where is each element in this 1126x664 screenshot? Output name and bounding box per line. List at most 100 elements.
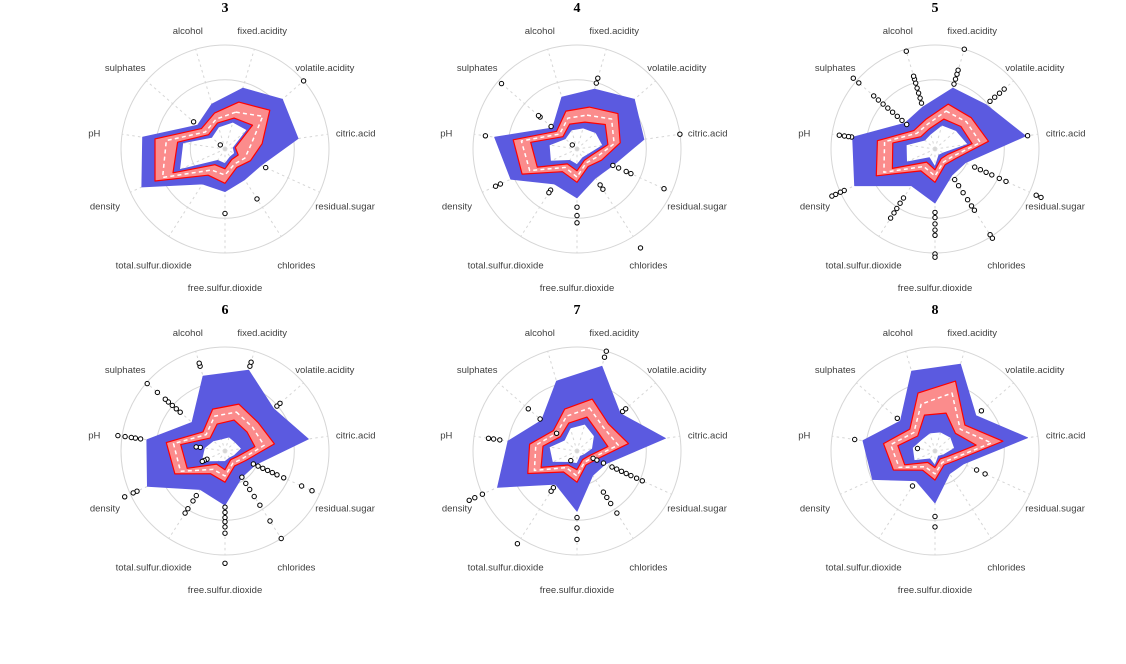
axis-label: alcohol bbox=[173, 328, 203, 339]
axis-label: alcohol bbox=[883, 328, 913, 339]
outlier-point bbox=[603, 348, 609, 354]
axis-label: pH bbox=[798, 431, 810, 442]
axis-label: fixed.acidity bbox=[947, 26, 997, 37]
axis-label: pH bbox=[88, 431, 100, 442]
outlier-point bbox=[222, 524, 228, 530]
iqr-band bbox=[165, 403, 275, 483]
outlier-point bbox=[243, 480, 249, 487]
axis-label: volatile.acidity bbox=[647, 365, 706, 376]
outlier-point bbox=[535, 112, 542, 119]
axis-label: sulphates bbox=[105, 63, 146, 74]
axis-label: fixed.acidity bbox=[237, 328, 287, 339]
axis-label: citric.acid bbox=[688, 431, 728, 442]
outlier-point bbox=[918, 100, 925, 106]
axis-label: density bbox=[800, 503, 830, 514]
outlier-point bbox=[298, 483, 305, 489]
outlier-point bbox=[597, 182, 603, 188]
outlier-point bbox=[137, 436, 144, 442]
axis-label: total.sulfur.dioxide bbox=[116, 563, 192, 574]
radar-panel-3: fixed.acidity volatile.acidity citric.acid… bbox=[88, 1, 375, 294]
outlier-point bbox=[633, 475, 640, 481]
outlier-point bbox=[955, 183, 962, 189]
outlier-point bbox=[915, 90, 922, 96]
outlier-point bbox=[593, 80, 599, 86]
outlier-point bbox=[932, 254, 938, 260]
outlier-point bbox=[257, 502, 263, 508]
iqr-band bbox=[527, 398, 630, 483]
outlier-point bbox=[574, 514, 580, 521]
axis-label: citric.acid bbox=[336, 129, 376, 140]
axis-label: pH bbox=[88, 129, 100, 140]
outlier-point bbox=[968, 203, 975, 209]
outlier-point bbox=[996, 175, 1002, 182]
outlier-point bbox=[281, 475, 287, 481]
axis-label: sulphates bbox=[815, 365, 856, 376]
outlier-point bbox=[978, 408, 985, 414]
outlier-point bbox=[300, 78, 307, 84]
outlier-point bbox=[987, 98, 993, 105]
iqr-band bbox=[875, 103, 990, 183]
chart-title: 5 bbox=[932, 1, 939, 16]
axis-label: residual.sugar bbox=[315, 503, 375, 514]
axis-label: free.sulfur.dioxide bbox=[188, 283, 262, 294]
outlier-point bbox=[514, 541, 521, 547]
outlier-point bbox=[574, 212, 580, 219]
outlier-point bbox=[269, 469, 275, 476]
axis-label: sulphates bbox=[457, 63, 498, 74]
outlier-point bbox=[932, 513, 938, 520]
outlier-point bbox=[267, 518, 273, 524]
outlier-point bbox=[260, 465, 266, 471]
chart-title: 6 bbox=[222, 303, 229, 318]
axis-label: pH bbox=[440, 129, 452, 140]
axis-label: citric.acid bbox=[1046, 431, 1086, 442]
outlier-point bbox=[961, 46, 967, 52]
outlier-point bbox=[472, 495, 478, 501]
outlier-point bbox=[894, 205, 900, 212]
outlier-point bbox=[594, 457, 600, 463]
outlier-point bbox=[891, 210, 897, 216]
axis-label: volatile.acidity bbox=[1005, 365, 1064, 376]
iqr-band bbox=[154, 101, 271, 184]
axis-label: residual.sugar bbox=[667, 503, 727, 514]
outlier-point bbox=[917, 95, 923, 101]
axis-label: chlorides bbox=[987, 563, 1025, 574]
axis-label: density bbox=[800, 201, 830, 212]
outlier-point bbox=[497, 181, 504, 187]
outlier-point bbox=[623, 406, 629, 412]
outlier-point bbox=[277, 400, 283, 406]
outlier-point bbox=[914, 445, 921, 452]
outlier-point bbox=[618, 468, 625, 474]
outlier-point bbox=[909, 483, 916, 489]
outlier-point bbox=[932, 221, 938, 227]
axis-label: alcohol bbox=[173, 26, 203, 37]
outlier-point bbox=[952, 76, 959, 82]
outlier-point bbox=[914, 85, 920, 91]
outlier-point bbox=[894, 415, 900, 421]
axis-gridline bbox=[195, 49, 226, 150]
outlier-point bbox=[128, 434, 135, 441]
outlier-point bbox=[122, 433, 128, 440]
outlier-point bbox=[894, 113, 900, 120]
outlier-point bbox=[274, 472, 280, 478]
outlier-point bbox=[173, 406, 180, 412]
outlier-point bbox=[623, 470, 629, 477]
outlier-point bbox=[537, 416, 543, 422]
outlier-point bbox=[623, 168, 629, 175]
outlier-point bbox=[492, 183, 499, 189]
outlier-point bbox=[222, 210, 228, 217]
axis-label: chlorides bbox=[277, 563, 315, 574]
median-line bbox=[172, 411, 265, 477]
axis-label: alcohol bbox=[525, 26, 555, 37]
outlier-point bbox=[569, 142, 575, 148]
axis-label: fixed.acidity bbox=[237, 26, 287, 37]
whisker-band bbox=[852, 87, 1026, 204]
axis-label: residual.sugar bbox=[1025, 201, 1085, 212]
outlier-point bbox=[608, 500, 614, 507]
axis-label: free.sulfur.dioxide bbox=[898, 283, 972, 294]
outlier-point bbox=[574, 204, 580, 210]
axis-label: sulphates bbox=[815, 63, 856, 74]
outlier-point bbox=[254, 196, 260, 202]
axis-label: chlorides bbox=[629, 563, 667, 574]
axis-label: density bbox=[90, 201, 120, 212]
outlier-point bbox=[479, 491, 486, 497]
